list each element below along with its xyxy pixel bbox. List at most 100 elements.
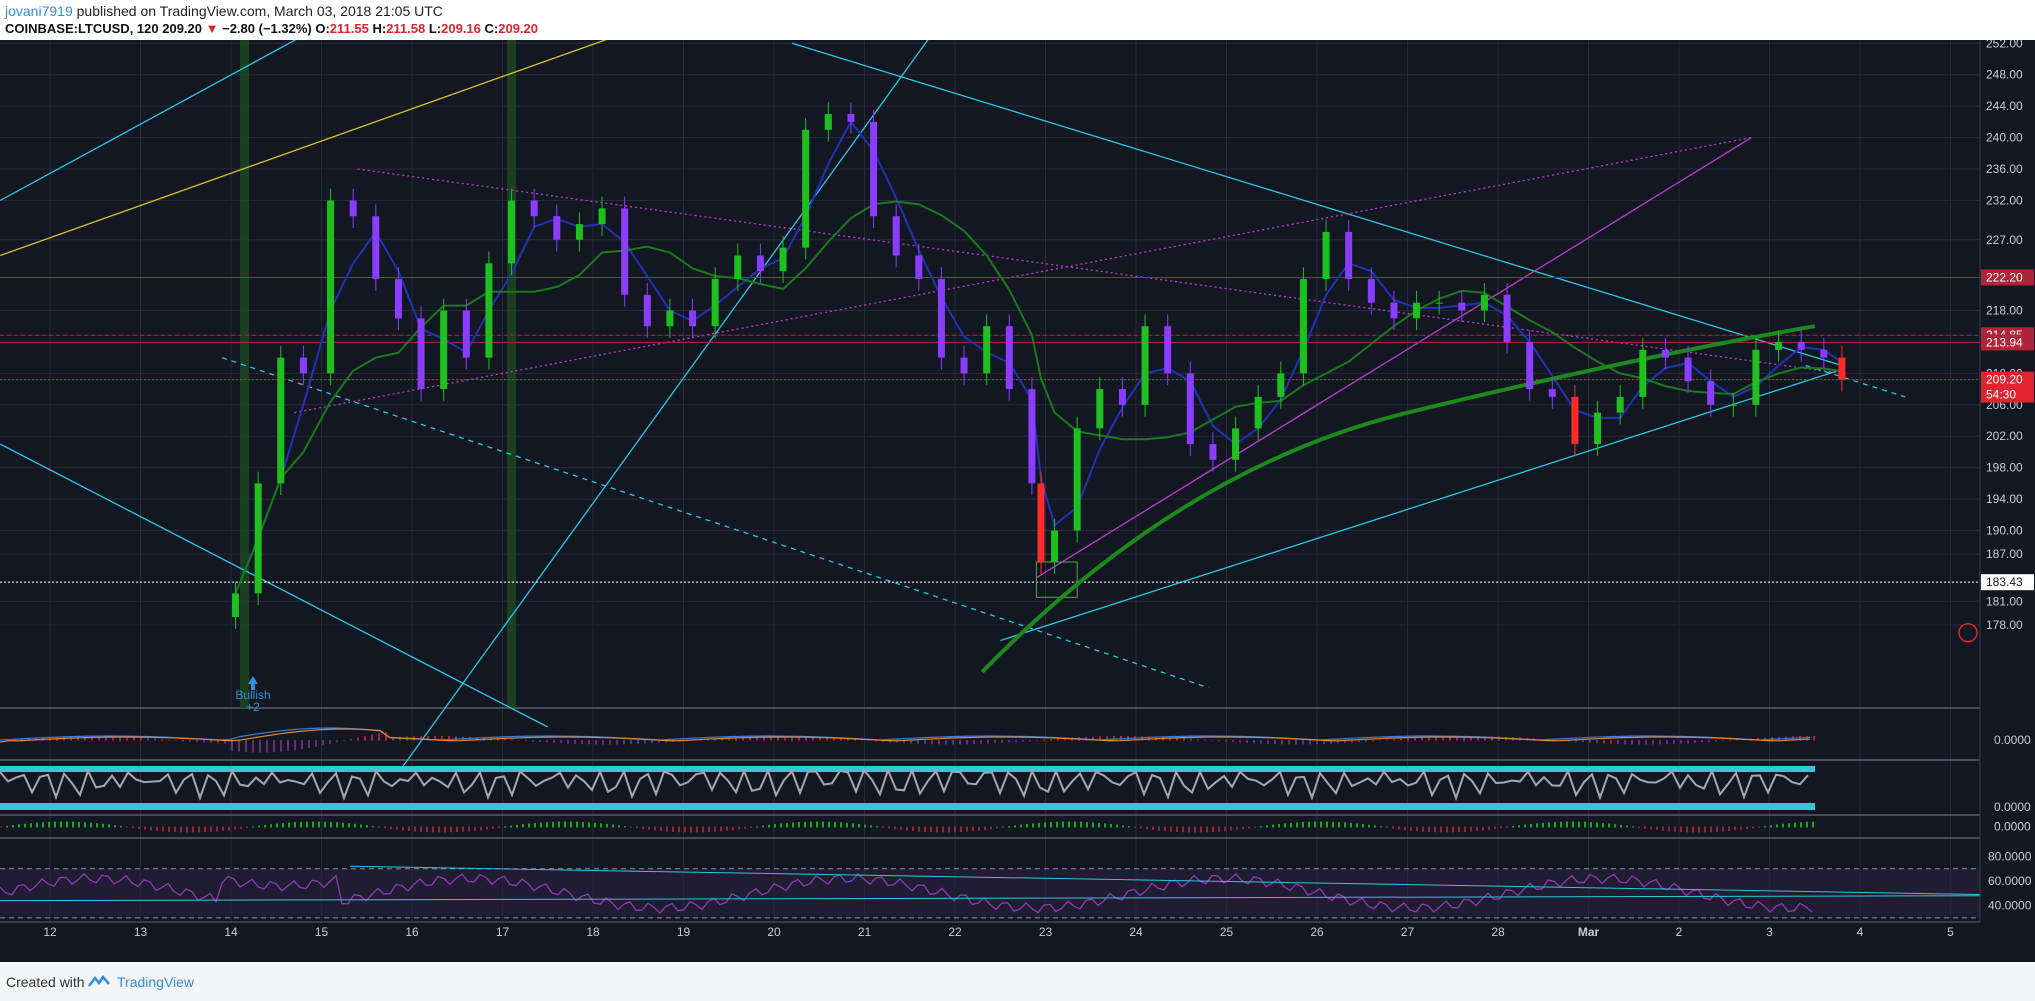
macd-bar [245,740,247,753]
momentum-bar [342,822,344,828]
stoch-line [0,767,1809,801]
momentum-bar [0,826,2,828]
time-axis[interactable]: 12 13 14 15 16 17 18 19 20 21 22 23 24 25 26 27 28 Mar 2 3 4… [43,925,1954,939]
macd-bar [231,740,233,751]
candle [1277,373,1285,397]
momentum-bar [1374,825,1376,828]
momentum-bar [276,823,278,828]
momentum-bar [1344,822,1346,828]
momentum-bar [600,823,602,828]
chart-area[interactable]: 252.00 248.00 244.00 240.00 236.00 232.00 227.… [0,40,2035,962]
momentum-bar [1704,826,1706,833]
momentum-bar [1698,826,1700,833]
indicators [0,727,1981,919]
last-price: 209.20 [158,21,206,36]
momentum-bar [774,824,776,828]
ma-long-green [980,324,1816,674]
ohlc-line: COINBASE:LTCUSD, 120 209.20 ▼ −2.80 (−1.… [5,21,538,36]
macd-bar [434,736,436,741]
trendline-dashed [221,357,1209,689]
price-tag: 213.94 [1986,335,2023,349]
momentum-bar [1362,824,1364,828]
momentum-bar [906,826,908,831]
candle [1037,483,1045,562]
macd-bar [280,740,282,752]
momentum-bar [1032,823,1034,828]
macd-bar [1449,736,1451,741]
macd-bar [385,732,387,741]
macd-bar [1596,740,1598,744]
price-axis[interactable]: 252.00 248.00 244.00 240.00 236.00 232.00 227.… [1958,40,2035,962]
candle [553,216,561,240]
macd-bar [1687,740,1689,744]
candle [327,200,335,374]
price-tick: 178.00 [1986,618,2023,632]
momentum-bar [1452,826,1454,833]
macd-bar [1225,740,1227,742]
price-tick: 198.00 [1986,461,2023,475]
momentum-bar [930,826,932,833]
momentum-bar [954,826,956,833]
macd-bar [770,736,772,741]
momentum-bar [318,821,320,828]
macd-bar [1358,740,1360,743]
momentum-bar [714,826,716,832]
candle [462,310,470,358]
chart-header: jovani7919 published on TradingView.com,… [0,0,2035,40]
momentum-bar [48,821,50,828]
candle [711,279,719,327]
macd-bar [1407,738,1409,741]
candle [1707,381,1715,405]
momentum-bar [1146,826,1148,830]
candle [1684,357,1692,382]
candle [1164,326,1172,374]
candle [1838,357,1846,380]
macd-bar [1113,736,1115,741]
momentum-bar [1740,826,1742,830]
momentum-bar [336,822,338,828]
macd-bar [812,736,814,741]
price-tick: 181.00 [1986,594,2023,608]
momentum-bar [1206,826,1208,833]
candle [1005,326,1013,390]
momentum-bar [222,826,224,831]
author-link[interactable]: jovani7919 [5,3,73,19]
momentum-bar [438,826,440,833]
macd-bar [1260,740,1262,744]
momentum-bar [654,826,656,831]
momentum-bar [1584,821,1586,828]
macd-bar [1477,736,1479,741]
momentum-bar [1668,826,1670,832]
macd-bar [637,740,639,744]
macd-bar [952,740,954,745]
momentum-bar [1176,826,1178,833]
macd-bar [1183,738,1185,741]
momentum-bar [642,826,644,830]
momentum-bar [1488,826,1490,830]
momentum-bar [366,825,368,828]
macd-bar [917,740,919,744]
trendline-resistance [791,42,1843,367]
price-tick: 232.00 [1986,193,2023,207]
tradingview-link[interactable]: TradingView [117,974,195,990]
momentum-bar [846,822,848,828]
macd-bar [210,740,212,744]
momentum-bar [54,821,56,828]
time-tick: 13 [134,925,148,939]
momentum-bar [60,821,62,828]
macd-bar [1372,740,1374,742]
macd-bar [1211,740,1213,741]
momentum-bar [678,826,680,833]
candle [254,483,262,594]
momentum-bar [1722,826,1724,832]
momentum-bar [1332,821,1334,828]
symbol-label[interactable]: COINBASE:LTCUSD, 120 [5,21,159,36]
candle [1820,349,1828,358]
momentum-bar [990,826,992,830]
momentum-bar [360,824,362,828]
momentum-bar [30,823,32,828]
momentum-bar [1224,826,1226,832]
price-tag-bg [1981,269,2034,286]
time-tick: 16 [405,925,419,939]
candle [666,310,674,327]
